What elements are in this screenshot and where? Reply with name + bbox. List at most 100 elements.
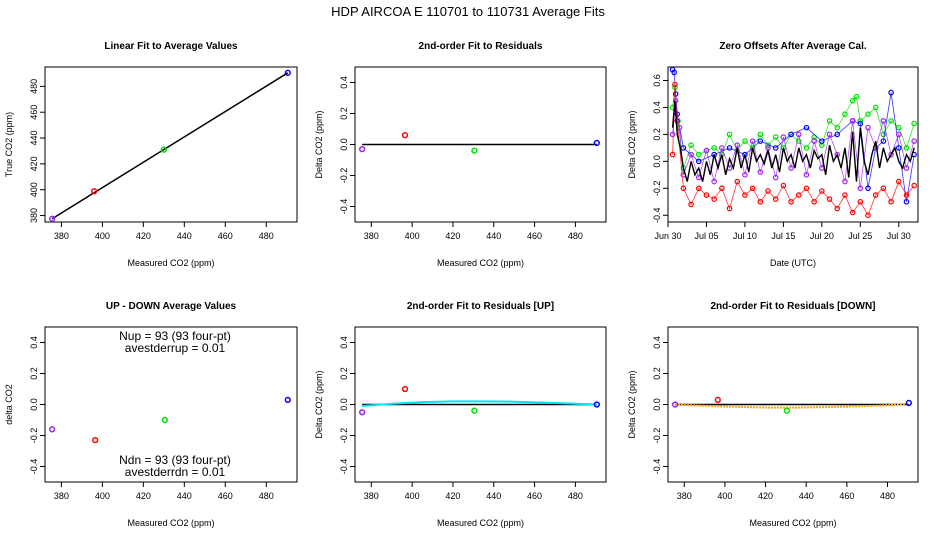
series-point-purple [903, 165, 910, 171]
series-point-blue [788, 131, 794, 138]
series-point-green [888, 118, 894, 124]
y-tick-label: 0.0 [652, 398, 662, 411]
series-point-green [795, 138, 802, 144]
fit-line-cyan [362, 400, 597, 408]
series-point-red [674, 118, 681, 124]
x-tick-label: Jul 10 [733, 231, 757, 241]
series-point-purple [719, 145, 725, 151]
series-point-green [857, 118, 864, 124]
series-point-red [857, 198, 864, 205]
y-tick-label: 0.4 [339, 76, 349, 89]
series-point-purple [880, 118, 887, 124]
x-tick-label: 480 [259, 231, 274, 241]
series-point-red [849, 209, 856, 216]
series-point-purple [911, 138, 917, 144]
series-point-purple [826, 131, 833, 138]
x-tick-label: Jul 20 [810, 231, 834, 241]
data-point-red [401, 132, 409, 139]
y-tick-label: -0.4 [652, 208, 662, 224]
y-tick-label: 0.0 [339, 398, 349, 411]
data-point-red [91, 188, 98, 195]
series-point-green [826, 118, 833, 124]
y-tick-label: 0.4 [339, 336, 349, 349]
x-tick-label: 440 [177, 231, 192, 241]
series-point-red [719, 185, 725, 192]
y-axis-label: Delta CO2 (ppm) [627, 110, 637, 178]
y-tick-label: 400 [29, 182, 39, 197]
series-line-blue [672, 69, 915, 202]
data-point-purple [671, 401, 679, 408]
x-tick-label: 460 [527, 491, 542, 501]
panel-title: Zero Offsets After Average Cal. [719, 41, 866, 52]
y-axis-label: True CO2 (ppm) [4, 112, 14, 177]
data-point-red [92, 437, 99, 444]
x-axis-label: Measured CO2 (ppm) [127, 518, 214, 528]
panel-title: 2nd-order Fit to Residuals [DOWN] [711, 301, 876, 312]
x-tick-label: 420 [136, 231, 151, 241]
data-point-blue [593, 139, 600, 147]
series-point-purple [734, 142, 741, 148]
series-point-blue [834, 131, 841, 138]
series-point-purple [849, 118, 856, 124]
x-tick-label: 380 [364, 491, 379, 501]
series-point-red [903, 192, 910, 198]
series-point-red [703, 192, 710, 198]
data-point-red [714, 396, 721, 404]
x-tick-label: Jun 30 [654, 231, 681, 241]
series-point-red [772, 196, 779, 202]
y-tick-label: -0.2 [652, 181, 662, 197]
series-point-purple [711, 178, 717, 185]
x-tick-label: 420 [136, 491, 151, 501]
panel-1: Linear Fit to Average Values 380 400 420 440… [4, 41, 298, 268]
x-axis-label: Measured CO2 (ppm) [749, 518, 836, 528]
x-tick-label: 460 [218, 491, 233, 501]
plot-data [49, 396, 291, 444]
series-point-red [826, 196, 833, 202]
series-point-green [711, 145, 717, 151]
series-point-green [865, 111, 871, 117]
figure-title: HDP AIRCOA E 110701 to 110731 Average Fi… [331, 4, 605, 19]
x-tick-label: 420 [758, 491, 773, 501]
series-point-red [842, 192, 848, 198]
series-point-purple [749, 138, 756, 144]
series-point-green [688, 142, 694, 148]
x-tick-label: 380 [677, 491, 692, 501]
panel-3: Zero Offsets After Average Cal. Jun 30 Jul… [627, 41, 919, 268]
series-point-red [834, 205, 841, 212]
y-tick-label: 0.2 [29, 367, 39, 380]
x-tick-label: 460 [527, 231, 542, 241]
series-point-purple [788, 165, 794, 171]
series-point-purple [669, 131, 676, 138]
series-point-blue [772, 145, 779, 151]
y-tick-label: -0.4 [339, 199, 349, 215]
y-tick-label: 0.2 [339, 367, 349, 380]
series-point-blue [888, 89, 894, 96]
series-point-purple [895, 131, 902, 138]
x-tick-label: 480 [259, 491, 274, 501]
y-tick-label: 0.4 [652, 336, 662, 349]
y-tick-label: 0.4 [652, 101, 662, 114]
y-tick-label: -0.4 [29, 459, 39, 475]
series-point-purple [703, 147, 710, 154]
x-tick-label: Jul 05 [694, 231, 718, 241]
series-point-green [911, 120, 917, 127]
panel-6: 2nd-order Fit to Residuals [DOWN] 380 400 4… [627, 301, 919, 528]
panel-5: 2nd-order Fit to Residuals [UP] 380 400 420… [314, 301, 607, 528]
x-tick-label: 380 [364, 231, 379, 241]
data-point-blue [284, 69, 291, 76]
series-point-green [772, 134, 779, 140]
series-point-blue [803, 124, 810, 131]
y-tick-label: 0.2 [652, 128, 662, 141]
series-point-green [803, 145, 810, 151]
series-point-red [888, 198, 894, 205]
series-point-green [834, 124, 841, 131]
series-point-red [872, 192, 879, 198]
data-point-blue [593, 401, 600, 408]
x-tick-label: 460 [218, 231, 233, 241]
y-axis-label: delta CO2 [4, 384, 14, 425]
series-point-red [734, 178, 741, 185]
series-point-blue [819, 138, 825, 144]
series-point-purple [757, 169, 764, 175]
fit-line-black [51, 72, 289, 220]
series-point-red [695, 185, 702, 192]
